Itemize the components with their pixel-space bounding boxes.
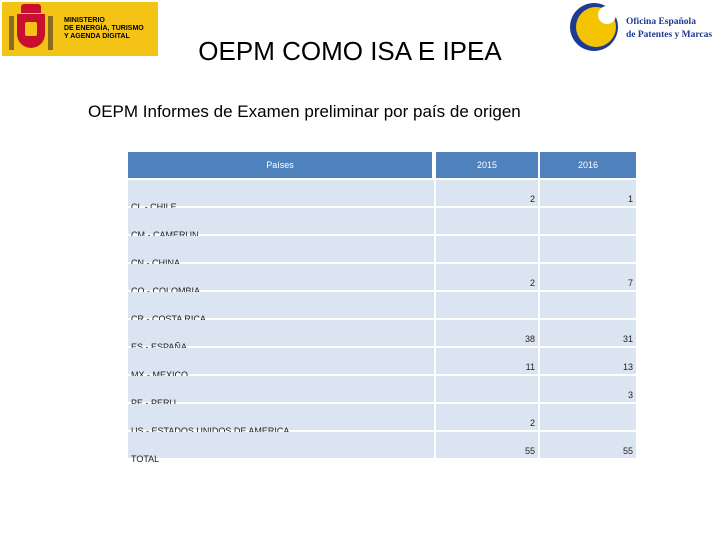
country-cell: MX - MEXICO bbox=[128, 348, 434, 380]
table-row: CN - CHINA bbox=[128, 236, 636, 268]
country-label: ES - ESPAÑA bbox=[131, 342, 187, 352]
table-row: MX - MEXICO 11 13 bbox=[128, 348, 636, 380]
oepm-logo-line1: Oficina Española bbox=[626, 17, 696, 27]
oepm-logo: Oficina Española de Patentes y Marcas bbox=[568, 2, 720, 56]
country-cell: CO - COLOMBIA bbox=[128, 264, 434, 296]
value-2015-cell bbox=[436, 376, 538, 402]
value-2015-cell bbox=[436, 208, 538, 234]
value-2015-cell: 2 bbox=[436, 264, 538, 290]
table-row: CO - COLOMBIA 2 7 bbox=[128, 264, 636, 296]
value-2015-cell: 11 bbox=[436, 348, 538, 374]
country-cell: CM - CAMERUN bbox=[128, 208, 434, 240]
value-2016-cell: 7 bbox=[540, 264, 636, 290]
country-cell: CN - CHINA bbox=[128, 236, 434, 268]
value-2016-cell bbox=[540, 292, 636, 318]
value-2016-cell bbox=[540, 404, 636, 430]
country-label: MX - MEXICO bbox=[131, 370, 189, 380]
ministry-logo-text: MINISTERIO DE ENERGÍA, TURISMO Y AGENDA … bbox=[64, 17, 144, 40]
header-countries: Países bbox=[128, 152, 432, 178]
value-2015-cell: 2 bbox=[436, 404, 538, 430]
table-row: CM - CAMERUN bbox=[128, 208, 636, 240]
country-label: CL - CHILE bbox=[131, 202, 177, 212]
country-cell: TOTAL bbox=[128, 432, 434, 464]
country-label: PE - PERU bbox=[131, 398, 177, 408]
table-row: CL - CHILE 2 1 bbox=[128, 180, 636, 212]
header-2015: 2015 bbox=[436, 152, 538, 178]
oepm-logo-line2: de Patentes y Marcas bbox=[626, 30, 713, 40]
value-2016-cell: 31 bbox=[540, 320, 636, 346]
value-2016: 55 bbox=[622, 446, 633, 456]
country-cell: US - ESTADOS UNIDOS DE AMERICA bbox=[128, 404, 434, 436]
value-2015: 2 bbox=[529, 194, 535, 204]
table-row: TOTAL 55 55 bbox=[128, 432, 636, 464]
country-label: US - ESTADOS UNIDOS DE AMERICA bbox=[131, 426, 290, 436]
value-2016: 3 bbox=[627, 390, 633, 400]
value-2016: 13 bbox=[622, 362, 633, 372]
value-2015-cell bbox=[436, 292, 538, 318]
country-label: CM - CAMERUN bbox=[131, 230, 199, 240]
slide-subtitle: OEPM Informes de Examen preliminar por p… bbox=[88, 102, 521, 121]
value-2016: 1 bbox=[627, 194, 633, 204]
value-2016: 7 bbox=[627, 278, 633, 288]
country-label: TOTAL bbox=[131, 454, 160, 464]
oepm-logo-text: Oficina Española de Patentes y Marcas bbox=[626, 16, 712, 42]
country-label: CR - COSTA RICA bbox=[131, 314, 206, 324]
value-2015: 2 bbox=[529, 418, 535, 428]
country-cell: CR - COSTA RICA bbox=[128, 292, 434, 324]
ministry-logo: MINISTERIO DE ENERGÍA, TURISMO Y AGENDA … bbox=[2, 2, 158, 56]
header-2016: 2016 bbox=[540, 152, 636, 178]
oepm-sun-icon bbox=[568, 1, 624, 57]
coat-of-arms-icon bbox=[8, 4, 54, 54]
value-2015: 2 bbox=[529, 278, 535, 288]
table-row: CR - COSTA RICA bbox=[128, 292, 636, 324]
value-2016-cell: 1 bbox=[540, 180, 636, 206]
table-row: US - ESTADOS UNIDOS DE AMERICA 2 bbox=[128, 404, 636, 436]
country-label: CO - COLOMBIA bbox=[131, 286, 201, 296]
table-row: ES - ESPAÑA 38 31 bbox=[128, 320, 636, 352]
value-2015: 11 bbox=[525, 362, 535, 372]
value-2015-cell: 38 bbox=[436, 320, 538, 346]
value-2016-cell: 13 bbox=[540, 348, 636, 374]
value-2016-cell: 3 bbox=[540, 376, 636, 402]
value-2016-cell: 55 bbox=[540, 432, 636, 458]
value-2015-cell bbox=[436, 236, 538, 262]
value-2016-cell bbox=[540, 236, 636, 262]
table-header-row: Países 2015 2016 bbox=[128, 152, 636, 178]
value-2015: 55 bbox=[524, 446, 535, 456]
value-2015: 38 bbox=[524, 334, 535, 344]
country-label: CN - CHINA bbox=[131, 258, 180, 268]
value-2016-cell bbox=[540, 208, 636, 234]
value-2015-cell: 2 bbox=[436, 180, 538, 206]
table-row: PE - PERU 3 bbox=[128, 376, 636, 408]
value-2015-cell: 55 bbox=[436, 432, 538, 458]
country-cell: PE - PERU bbox=[128, 376, 434, 408]
slide-title: OEPM COMO ISA E IPEA bbox=[198, 36, 502, 66]
country-cell: ES - ESPAÑA bbox=[128, 320, 434, 352]
value-2016: 31 bbox=[622, 334, 633, 344]
country-cell: CL - CHILE bbox=[128, 180, 434, 212]
